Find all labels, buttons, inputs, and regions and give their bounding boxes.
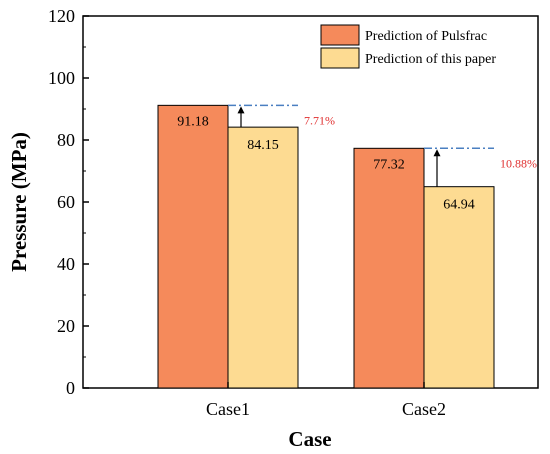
difference-percentage: 10.88% bbox=[500, 156, 537, 170]
x-axis-ticks: Case1 Case2 bbox=[206, 382, 446, 419]
bar-this-paper-case1 bbox=[227, 126, 299, 389]
bar-value-label: 77.32 bbox=[373, 157, 405, 172]
y-tick-label: 60 bbox=[57, 192, 75, 212]
bar-value-label: 91.18 bbox=[177, 114, 209, 129]
difference-arrow-head bbox=[433, 149, 441, 157]
legend-label-this-paper: Prediction of this paper bbox=[365, 52, 496, 67]
annotations: 7.71% 10.88% bbox=[228, 104, 537, 187]
y-tick-label: 80 bbox=[57, 130, 75, 150]
legend-label-pulsfrac: Prediction of Pulsfrac bbox=[365, 29, 487, 44]
y-tick-label: 0 bbox=[66, 378, 75, 398]
legend-swatch-this-paper bbox=[320, 47, 360, 69]
legend-swatch-pulsfrac bbox=[320, 24, 360, 46]
x-axis-title: Case bbox=[288, 427, 331, 451]
x-tick-label: Case2 bbox=[402, 399, 446, 419]
bar-pulsfrac-case1 bbox=[157, 104, 229, 389]
bar-value-label: 84.15 bbox=[247, 138, 279, 153]
legend: Prediction of Pulsfrac Prediction of thi… bbox=[320, 24, 496, 69]
y-axis-ticks: 0 20 40 60 80 100 120 bbox=[48, 6, 89, 398]
y-tick-label: 100 bbox=[48, 68, 75, 88]
bar-pulsfrac-case2 bbox=[353, 147, 425, 389]
y-tick-label: 40 bbox=[57, 254, 75, 274]
difference-percentage: 7.71% bbox=[304, 113, 335, 127]
y-tick-label: 120 bbox=[48, 6, 75, 26]
y-axis-title: Pressure (MPa) bbox=[7, 132, 31, 272]
bars: 91.18 84.15 77.32 64.94 bbox=[157, 104, 495, 389]
x-tick-label: Case1 bbox=[206, 399, 250, 419]
y-tick-label: 20 bbox=[57, 316, 75, 336]
bar-value-label: 64.94 bbox=[443, 198, 475, 213]
bar-this-paper-case2 bbox=[423, 186, 495, 389]
difference-arrow-head bbox=[237, 106, 245, 114]
